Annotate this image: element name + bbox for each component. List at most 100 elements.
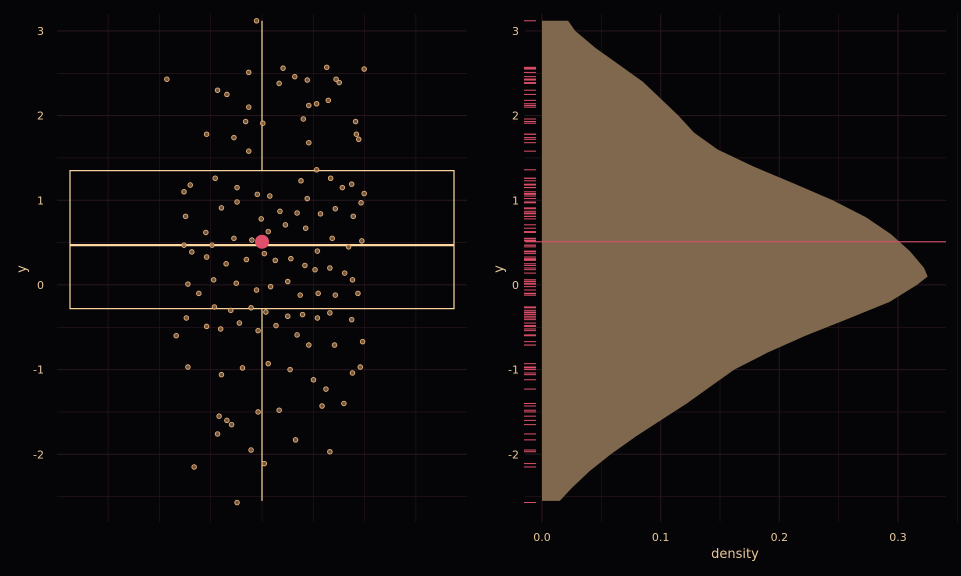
data-point [319, 403, 325, 409]
right-x-tick-label: 0.3 [889, 531, 907, 544]
right-y-tick-label: 2 [512, 110, 519, 123]
data-point [211, 304, 218, 310]
data-point [359, 338, 366, 345]
data-point [265, 360, 271, 367]
right-y-tick-labels: -2 -1 0 1 2 3 [508, 25, 519, 461]
data-point [325, 97, 332, 104]
right-y-tick-label: 1 [512, 194, 519, 207]
data-point [310, 377, 317, 383]
data-point [242, 118, 249, 125]
data-point [248, 305, 254, 311]
data-point [255, 327, 261, 334]
mean-marker [255, 234, 269, 249]
data-point [336, 79, 342, 86]
data-point [314, 248, 321, 254]
data-point [214, 431, 221, 437]
data-point [214, 87, 221, 93]
data-point [261, 460, 268, 467]
data-point [236, 320, 243, 326]
rug-marks [524, 20, 536, 504]
data-point [265, 228, 271, 235]
data-point [209, 242, 215, 248]
left-y-tick-label: -2 [33, 448, 44, 461]
data-point [361, 190, 367, 197]
data-point [245, 104, 252, 110]
data-point [306, 139, 312, 146]
data-point [253, 287, 260, 293]
data-point [352, 118, 359, 125]
mean-point [255, 234, 269, 249]
data-point [332, 205, 339, 212]
data-point [272, 257, 279, 264]
data-point [297, 292, 303, 298]
data-point [196, 290, 202, 297]
left-y-tick-label: -1 [33, 364, 44, 377]
right-x-tick-label: 0.2 [771, 531, 789, 544]
data-point [181, 189, 187, 195]
data-point [224, 91, 230, 98]
data-point [267, 193, 273, 199]
data-point [341, 270, 348, 276]
data-point [276, 80, 282, 87]
data-point [299, 311, 306, 318]
density-polygon [542, 20, 928, 501]
data-point [216, 413, 222, 419]
data-point [306, 342, 312, 348]
data-point [203, 254, 210, 260]
data-point [349, 370, 356, 376]
data-point [292, 73, 298, 80]
data-point [228, 421, 235, 428]
data-point [239, 365, 246, 371]
data-point [228, 307, 234, 314]
data-point [314, 315, 321, 321]
data-point [304, 77, 310, 83]
left-y-tick-labels: -2 -1 0 1 2 3 [33, 25, 44, 461]
data-point [298, 178, 304, 184]
data-point [315, 290, 321, 297]
data-point [185, 281, 191, 287]
data-point [306, 102, 312, 109]
data-point [203, 323, 210, 330]
data-point [212, 175, 218, 182]
right-y-tick-label: 3 [512, 25, 519, 38]
data-point [218, 371, 225, 378]
data-point [288, 255, 294, 262]
data-point [348, 316, 355, 323]
data-point [329, 235, 335, 242]
data-point [339, 184, 346, 191]
left-panel: -2 -1 0 1 2 3 y [15, 14, 467, 522]
data-point [261, 250, 268, 257]
data-point [355, 136, 362, 143]
data-point [260, 120, 266, 126]
right-x-tick-labels: 0.0 0.1 0.2 0.3 [533, 531, 907, 544]
data-point [231, 134, 237, 141]
data-point [327, 175, 334, 182]
data-point [327, 448, 333, 455]
data-point [323, 64, 330, 71]
data-point [245, 69, 252, 76]
right-x-tick-label: 0.1 [652, 531, 670, 544]
right-y-tick-label: -1 [508, 364, 519, 377]
data-point [234, 499, 240, 506]
data-point [248, 447, 254, 453]
right-x-tick-label: 0.0 [533, 531, 551, 544]
data-point [358, 200, 364, 206]
left-y-tick-label: 1 [37, 194, 44, 207]
data-point [234, 184, 240, 191]
data-point [267, 283, 274, 290]
data-point [255, 409, 261, 415]
data-point [302, 225, 309, 231]
data-point [233, 280, 240, 286]
left-y-tick-label: 2 [37, 110, 44, 123]
data-point [181, 242, 187, 248]
data-point [341, 400, 347, 407]
data-point [276, 407, 282, 413]
data-point [234, 199, 240, 205]
density-area [542, 20, 928, 501]
data-point [231, 235, 237, 242]
right-x-axis-title: density [711, 547, 759, 562]
box-iqr [69, 170, 455, 310]
left-y-axis-title: y [15, 265, 30, 273]
data-point [359, 238, 365, 244]
